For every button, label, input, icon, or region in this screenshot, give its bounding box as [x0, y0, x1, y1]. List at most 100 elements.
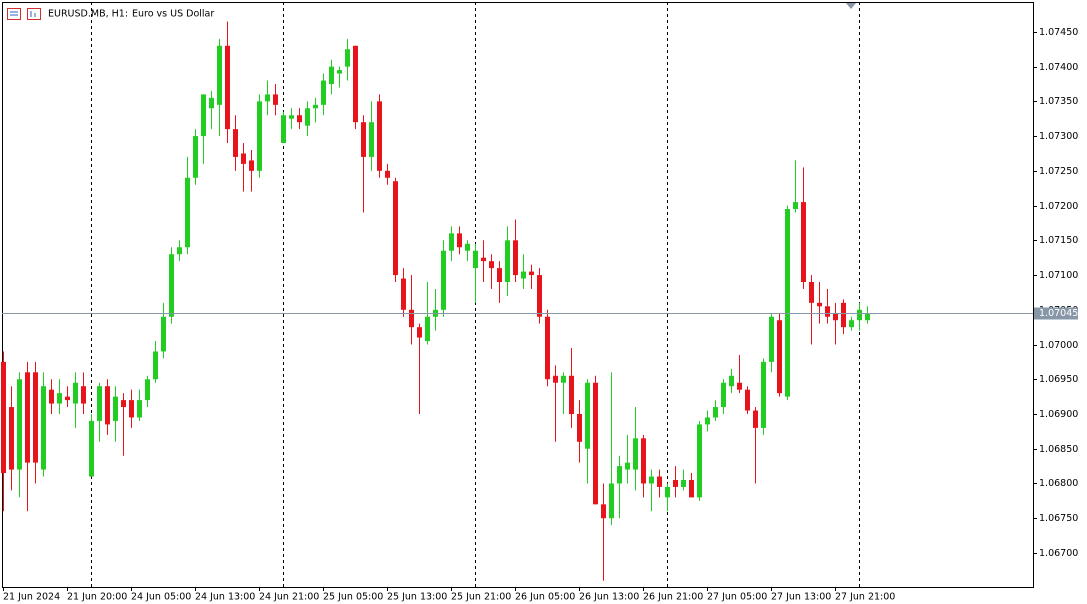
candle-body	[401, 278, 406, 310]
candle-body	[617, 466, 622, 484]
y-tick-label: 1.07400	[1039, 62, 1078, 73]
candle-body	[313, 104, 318, 109]
symbol: EURUSD.MB, H1:	[48, 9, 128, 20]
x-tick-label: 24 Jun 13:00	[195, 592, 255, 603]
y-tick-label: 1.06700	[1039, 548, 1078, 559]
candle-body	[217, 45, 222, 105]
y-tick-label: 1.07350	[1039, 96, 1078, 107]
x-tick-label: 26 Jun 13:00	[579, 592, 639, 603]
candle-body	[289, 115, 294, 119]
x-tick-label: 26 Jun 21:00	[643, 592, 703, 603]
candle-body	[41, 386, 46, 470]
candle-body	[465, 243, 470, 251]
chart-title: Euro vs US Dollar	[132, 9, 214, 20]
last-price-box	[1034, 307, 1078, 320]
candle-body	[833, 313, 838, 321]
candle-body	[273, 94, 278, 105]
candle-body	[569, 375, 574, 415]
candle-body	[193, 136, 198, 178]
candle-body	[705, 417, 710, 425]
plot-frame	[2, 2, 1034, 588]
last-price-label: 1.07045	[1039, 308, 1078, 319]
candle-body	[153, 351, 158, 380]
candle-body	[209, 97, 214, 109]
x-tick-label: 25 Jun 05:00	[323, 592, 383, 603]
candle-body	[81, 386, 86, 404]
shift-marker[interactable]	[846, 3, 856, 9]
y-tick-label: 1.06950	[1039, 374, 1078, 385]
candle-body	[25, 372, 30, 463]
candle-body	[785, 209, 790, 397]
candle-body	[657, 476, 662, 487]
candle-body	[641, 438, 646, 484]
x-tick-label: 25 Jun 13:00	[387, 592, 447, 603]
candle-body	[537, 275, 542, 317]
x-tick-label: 27 Jun 21:00	[835, 592, 895, 603]
candle-body	[777, 320, 782, 394]
candle-body	[57, 393, 62, 404]
candle-body	[769, 316, 774, 362]
y-tick-label: 1.07100	[1039, 270, 1078, 281]
candle-body	[241, 153, 246, 164]
candle-body	[177, 247, 182, 255]
candle-body	[329, 66, 334, 84]
candle-body	[257, 101, 262, 171]
candle-body	[745, 389, 750, 411]
candle-body	[369, 122, 374, 157]
x-tick-label: 27 Jun 05:00	[707, 592, 767, 603]
candle-body	[513, 240, 518, 276]
candle-body	[361, 122, 366, 157]
candle-body	[529, 271, 534, 276]
y-tick-label: 1.07450	[1039, 27, 1078, 38]
candle-body	[489, 261, 494, 269]
candle-body	[129, 400, 134, 418]
candle-body	[9, 407, 14, 470]
candle-body	[377, 101, 382, 171]
candle-body	[185, 177, 190, 248]
candle-body	[281, 115, 286, 144]
candle-body	[417, 327, 422, 338]
candle-body	[553, 375, 558, 383]
y-tick-label: 1.06800	[1039, 478, 1078, 489]
candle-body	[577, 414, 582, 442]
candle-body	[121, 400, 126, 408]
candle-body	[729, 375, 734, 387]
y-tick-label: 1.07250	[1039, 166, 1078, 177]
candle-body	[625, 462, 630, 470]
candle-body	[809, 281, 814, 303]
candle-body	[49, 389, 54, 404]
candle-body	[145, 379, 150, 401]
y-tick-label: 1.07000	[1039, 340, 1078, 351]
candle-body	[305, 108, 310, 126]
candle-body	[89, 420, 94, 477]
x-tick-label: 27 Jun 13:00	[771, 592, 831, 603]
y-tick-label: 1.07200	[1039, 201, 1078, 212]
toolbar-icons	[7, 8, 41, 20]
candle-body	[353, 45, 358, 123]
icon-list[interactable]	[7, 8, 21, 20]
candle-body	[609, 483, 614, 519]
candle-body	[801, 202, 806, 282]
candle-body	[561, 375, 566, 383]
y-tick-label: 1.07300	[1039, 131, 1078, 142]
y-tick-label: 1.06850	[1039, 444, 1078, 455]
candle-body	[169, 254, 174, 317]
candle-body	[849, 320, 854, 328]
candle-body	[737, 382, 742, 390]
y-tick-label: 1.06900	[1039, 409, 1078, 420]
candle-body	[713, 407, 718, 418]
candle-body	[201, 94, 206, 137]
candle-body	[105, 386, 110, 425]
candle-body	[449, 233, 454, 251]
candle-body	[345, 49, 350, 67]
candle-body	[337, 70, 342, 74]
candle-body	[857, 309, 862, 321]
candle-body	[793, 202, 798, 210]
icon-chart[interactable]	[27, 8, 41, 20]
candle-body	[601, 504, 606, 519]
candle-body	[865, 313, 870, 321]
candle-body	[249, 160, 254, 171]
candle-body	[545, 316, 550, 380]
